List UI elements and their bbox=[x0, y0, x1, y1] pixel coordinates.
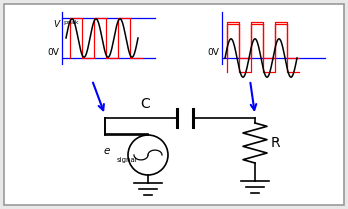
Text: V: V bbox=[53, 20, 59, 29]
FancyBboxPatch shape bbox=[4, 4, 344, 205]
Text: 0V: 0V bbox=[207, 48, 219, 57]
Text: R: R bbox=[271, 136, 280, 150]
Text: e: e bbox=[104, 146, 110, 156]
Text: C: C bbox=[140, 97, 150, 111]
Text: 0V: 0V bbox=[47, 48, 59, 57]
Text: peak: peak bbox=[63, 20, 79, 25]
Text: signal: signal bbox=[117, 157, 138, 163]
